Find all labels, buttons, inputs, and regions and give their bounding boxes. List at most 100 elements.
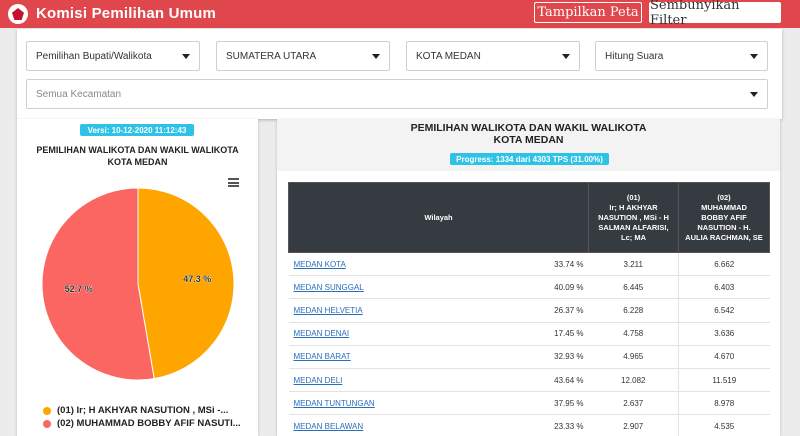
count-type-select[interactable]: Hitung Suara [595, 41, 768, 71]
participation-pct: 40.09 % [554, 282, 584, 292]
district-placeholder: Semua Kecamatan [36, 88, 122, 100]
votes-candidate-02: 6.403 [678, 275, 770, 300]
district-select[interactable]: Semua Kecamatan [26, 79, 768, 109]
city-value: KOTA MEDAN [416, 50, 481, 62]
pie-slice-1[interactable] [137, 187, 235, 380]
province-value: SUMATERA UTARA [226, 50, 317, 62]
participation-pct: 43.64 % [554, 375, 584, 385]
participation-pct: 26.37 % [554, 305, 584, 315]
col-header-candidate-01: (01) Ir; H AKHYAR NASUTION , MSi - H SAL… [588, 182, 679, 253]
chevron-down-icon [750, 54, 758, 59]
wilayah-cell: MEDAN DENAI 17.45 % [288, 322, 589, 346]
chevron-down-icon [750, 92, 758, 97]
results-panel: PEMILIHAN WALIKOTA DAN WAKIL WALIKOTA KO… [277, 119, 780, 436]
votes-candidate-02: 3.636 [678, 322, 770, 346]
col-header-candidate-02: (02) MUHAMMAD BOBBY AFIF NASUTION - H. A… [678, 182, 770, 253]
results-header: PEMILIHAN WALIKOTA DAN WAKIL WALIKOTA KO… [277, 119, 780, 171]
votes-candidate-01: 6.445 [588, 275, 679, 300]
table-row: MEDAN DELI 43.64 % 12.082 11.519 [288, 368, 770, 393]
participation-pct: 33.74 % [554, 259, 584, 269]
table-row: MEDAN BELAWAN 23.33 % 2.907 4.535 [288, 414, 770, 436]
wilayah-link[interactable]: MEDAN KOTA [293, 259, 346, 269]
chart-title-line1: PEMILIHAN WALIKOTA DAN WAKIL WALIKOTA [36, 145, 239, 155]
province-select[interactable]: SUMATERA UTARA [216, 41, 390, 71]
wilayah-cell: MEDAN HELVETIA 26.37 % [288, 298, 589, 323]
legend-dot-icon [43, 419, 51, 428]
wilayah-link[interactable]: MEDAN DELI [293, 375, 343, 385]
c2-line: (02) [717, 192, 731, 202]
wilayah-link[interactable]: MEDAN SUNGGAL [293, 282, 364, 292]
table-row: MEDAN BARAT 32.93 % 4.965 4.670 [288, 345, 770, 369]
c1-line: NASUTION , MSi - H [598, 212, 669, 222]
wilayah-cell: MEDAN BELAWAN 23.33 % [288, 414, 589, 436]
table-row: MEDAN DENAI 17.45 % 4.758 3.636 [288, 322, 770, 346]
wilayah-link[interactable]: MEDAN DENAI [293, 329, 350, 339]
progress-badge: Progress: 1334 dari 4303 TPS (31.00%) [450, 153, 609, 165]
wilayah-link[interactable]: MEDAN HELVETIA [293, 305, 363, 315]
chevron-down-icon [562, 54, 570, 59]
election-type-select[interactable]: Pemilihan Bupati/Walikota [26, 41, 200, 71]
count-type-value: Hitung Suara [605, 50, 664, 62]
participation-pct: 23.33 % [554, 421, 584, 431]
wilayah-link[interactable]: MEDAN BARAT [293, 352, 351, 362]
wilayah-link[interactable]: MEDAN BELAWAN [293, 421, 364, 431]
table-row: MEDAN KOTA 33.74 % 3.211 6.662 [288, 252, 770, 277]
show-map-button[interactable]: Tampilkan Peta [534, 2, 642, 23]
pie-label-1: 47.3 % [183, 274, 211, 284]
wilayah-cell: MEDAN SUNGGAL 40.09 % [288, 275, 589, 300]
city-select[interactable]: KOTA MEDAN [406, 41, 580, 71]
votes-candidate-01: 12.082 [588, 368, 679, 393]
pie-chart: 47.3 % 52.7 % [41, 187, 235, 381]
chart-title-line2: KOTA MEDAN [107, 157, 168, 167]
chevron-down-icon [182, 54, 190, 59]
results-table: Wilayah (01) Ir; H AKHYAR NASUTION , MSi… [288, 182, 770, 436]
legend-label-02: (02) MUHAMMAD BOBBY AFIF NASUTI... [57, 418, 241, 429]
wilayah-cell: MEDAN BARAT 32.93 % [288, 345, 589, 369]
c1-line: Ir; H AKHYAR [609, 202, 658, 212]
pie-label-2: 52.7 % [65, 284, 93, 294]
pie-slice-2[interactable] [41, 187, 155, 381]
participation-pct: 32.93 % [554, 352, 584, 362]
votes-candidate-02: 6.542 [678, 298, 770, 323]
table-row: MEDAN SUNGGAL 40.09 % 6.445 6.403 [288, 275, 770, 300]
chart-panel: Versi: 10-12-2020 11:12:43 PEMILIHAN WAL… [17, 119, 258, 436]
wilayah-cell: MEDAN TUNTUNGAN 37.95 % [288, 391, 589, 416]
votes-candidate-02: 4.670 [678, 345, 770, 369]
app-title: Komisi Pemilihan Umum [36, 5, 217, 22]
c2-line: BOBBY AFIF [701, 212, 747, 222]
election-type-value: Pemilihan Bupati/Walikota [36, 50, 152, 62]
c1-line: (01) [626, 192, 641, 202]
filter-panel: Pemilihan Bupati/Walikota SUMATERA UTARA… [17, 29, 782, 119]
votes-candidate-02: 6.662 [678, 252, 770, 277]
table-row: MEDAN TUNTUNGAN 37.95 % 2.637 8.978 [288, 391, 770, 416]
col-header-wilayah: Wilayah [288, 182, 589, 253]
votes-candidate-02: 11.519 [678, 368, 770, 393]
legend-dot-icon [43, 406, 51, 415]
votes-candidate-01: 3.211 [588, 252, 679, 277]
version-badge: Versi: 10-12-2020 11:12:43 [80, 124, 194, 136]
c2-line: NASUTION - H. [697, 222, 751, 232]
legend-item-02[interactable]: (02) MUHAMMAD BOBBY AFIF NASUTI... [43, 418, 241, 429]
votes-candidate-02: 8.978 [678, 391, 770, 416]
results-title-line2: KOTA MEDAN [493, 134, 564, 146]
wilayah-link[interactable]: MEDAN TUNTUNGAN [293, 398, 375, 408]
legend-item-01[interactable]: (01) Ir; H AKHYAR NASUTION , MSi -... [43, 405, 228, 416]
chevron-down-icon [372, 54, 380, 59]
chart-menu-icon[interactable] [228, 178, 239, 187]
participation-pct: 37.95 % [554, 398, 584, 408]
kpu-logo-icon [8, 4, 28, 24]
top-bar: Komisi Pemilihan Umum Tampilkan Peta Sem… [0, 0, 800, 28]
c2-line: MUHAMMAD [701, 202, 747, 212]
votes-candidate-01: 6.228 [588, 298, 679, 323]
c1-line: Lc; MA [621, 232, 646, 242]
c1-line: SALMAN ALFARISI, [598, 222, 669, 232]
hide-filter-button[interactable]: Sembunyikan Filter [649, 0, 781, 28]
votes-candidate-01: 2.637 [588, 391, 679, 416]
c2-line: AULIA RACHMAN, SE [685, 232, 763, 242]
results-title-line1: PEMILIHAN WALIKOTA DAN WAKIL WALIKOTA [410, 122, 647, 134]
votes-candidate-01: 4.965 [588, 345, 679, 369]
wilayah-cell: MEDAN KOTA 33.74 % [288, 252, 589, 277]
votes-candidate-01: 2.907 [588, 414, 679, 436]
votes-candidate-02: 4.535 [678, 414, 770, 436]
legend-label-01: (01) Ir; H AKHYAR NASUTION , MSi -... [57, 405, 229, 416]
